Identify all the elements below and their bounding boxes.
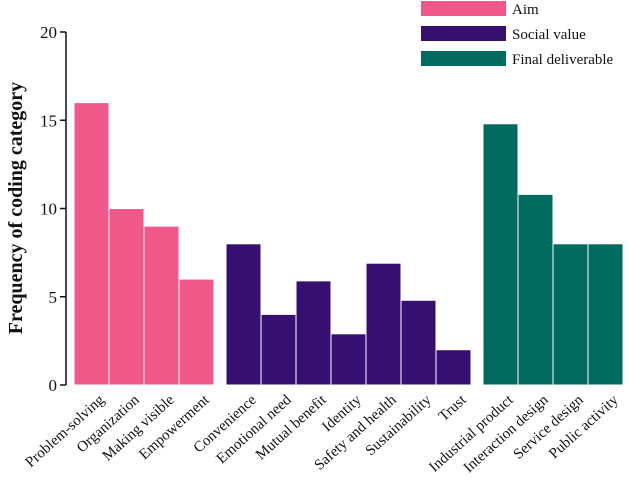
legend: Aim Social value Final deliverable: [421, 1, 614, 68]
y-tick-label: 5: [49, 288, 58, 307]
bar-public-activity: [587, 243, 624, 386]
bar-industrial-product: [482, 123, 519, 386]
bar-sustainability: [400, 299, 437, 386]
bar-making-visible: [143, 225, 180, 386]
y-axis: 0 5 10 15 20: [40, 23, 67, 395]
bar-emotional-need: [260, 313, 297, 386]
legend-label: Social value: [512, 27, 586, 43]
legend-label: Aim: [512, 2, 539, 18]
legend-label: Final deliverable: [512, 52, 614, 68]
bar-empowerment: [178, 278, 215, 386]
x-tick-label: Trust: [436, 392, 470, 425]
legend-swatch-social-value: [421, 26, 506, 41]
y-tick-label: 15: [40, 111, 57, 130]
bar-problem-solving: [73, 102, 110, 386]
bar-trust: [435, 349, 472, 386]
bar-safety-and-health: [365, 262, 402, 386]
bar-organization: [108, 208, 145, 386]
bar-service-design: [552, 243, 589, 386]
bar-mutual-benefit: [295, 280, 332, 386]
bar-interaction-design: [517, 193, 554, 386]
bars: [73, 102, 624, 386]
y-axis-label: Frequency of coding category: [5, 82, 27, 334]
y-tick-label: 20: [40, 23, 57, 42]
y-tick-label: 0: [49, 376, 58, 395]
bar-convenience: [225, 243, 262, 386]
y-tick-label: 10: [40, 200, 57, 219]
legend-swatch-aim: [421, 1, 506, 16]
bar-identity: [330, 333, 367, 386]
legend-swatch-final-deliverable: [421, 51, 506, 66]
